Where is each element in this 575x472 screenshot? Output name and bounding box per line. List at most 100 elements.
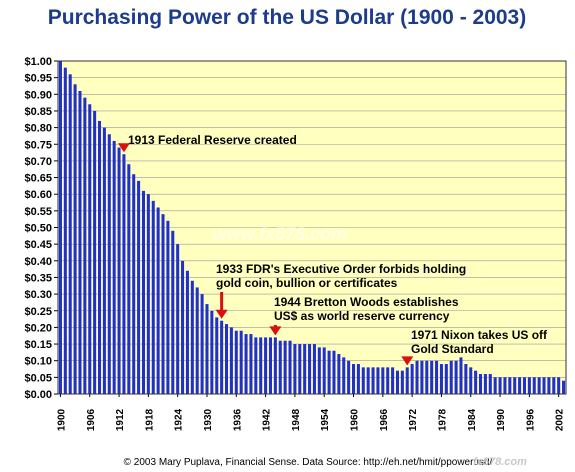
- y-tick-label: $0.65: [24, 173, 52, 185]
- bar: [449, 360, 453, 394]
- bar: [547, 377, 551, 394]
- y-tick-label: $0.55: [24, 206, 52, 218]
- bar: [73, 84, 77, 394]
- x-tick-label: 1924: [174, 408, 185, 431]
- y-tick-label: $0.70: [24, 156, 52, 168]
- bar: [488, 374, 492, 394]
- bar: [254, 337, 258, 394]
- x-tick-label: 1906: [86, 408, 97, 431]
- bar: [352, 364, 356, 394]
- bar: [317, 347, 321, 394]
- y-tick-label: $1.00: [24, 56, 52, 68]
- bar: [264, 337, 268, 394]
- bar: [376, 367, 380, 394]
- bar: [522, 377, 526, 394]
- bar: [210, 310, 214, 394]
- bar: [283, 340, 287, 394]
- annotation-text: 1944 Bretton Woods establishes: [274, 295, 459, 309]
- x-tick-label: 1948: [291, 408, 302, 431]
- bar: [469, 367, 473, 394]
- bar: [229, 327, 233, 394]
- bar: [347, 360, 351, 394]
- bars: [58, 61, 566, 394]
- bar: [220, 320, 224, 394]
- bar: [479, 374, 483, 394]
- x-tick-label: 1990: [496, 408, 507, 431]
- bar: [356, 364, 360, 394]
- bar: [366, 367, 370, 394]
- annotation-text: US$ as world reserve currency: [274, 309, 450, 323]
- annotations: 1913 Federal Reserve created 1933 FDR's E…: [117, 133, 548, 366]
- bar: [195, 287, 199, 394]
- annotation-arrowhead: [269, 326, 282, 336]
- watermark: www.fx578.com: [213, 224, 347, 244]
- bar: [112, 140, 116, 394]
- bar: [273, 337, 277, 394]
- y-tick-label: $0.95: [24, 73, 52, 85]
- bar: [190, 280, 194, 394]
- bar: [498, 377, 502, 394]
- bar: [337, 354, 341, 394]
- bar: [268, 337, 272, 394]
- bar: [459, 357, 463, 394]
- x-tick-label: 2002: [555, 408, 566, 431]
- bar: [146, 194, 150, 394]
- annotation-text: 1933 FDR's Executive Order forbids holdi…: [216, 262, 466, 276]
- annotation-text: gold coin, bullion or certificates: [216, 276, 398, 290]
- bar: [102, 127, 106, 394]
- bar: [298, 344, 302, 394]
- x-tick-label: 1936: [232, 408, 243, 431]
- bar: [107, 134, 111, 394]
- bar: [171, 230, 175, 394]
- bar: [141, 190, 145, 394]
- bar: [156, 207, 160, 394]
- x-tick-label: 1954: [320, 408, 331, 431]
- y-tick-label: $0.15: [24, 339, 52, 351]
- bar: [464, 364, 468, 394]
- bar: [117, 147, 121, 394]
- bar: [161, 214, 165, 394]
- x-tick-label: 1978: [437, 408, 448, 431]
- bar: [181, 260, 185, 394]
- bar: [474, 370, 478, 394]
- bar: [259, 337, 263, 394]
- bar: [493, 377, 497, 394]
- bar: [483, 374, 487, 394]
- bar: [88, 104, 92, 394]
- y-tick-label: $0.50: [24, 223, 52, 235]
- bar: [435, 360, 439, 394]
- y-tick-label: $0.10: [24, 356, 52, 368]
- bar: [244, 334, 248, 394]
- y-axis: $1.00 $0.95 $0.90 $0.85 $0.80 $0.75 $0.70 $0.65…: [24, 56, 58, 401]
- bar: [537, 377, 541, 394]
- annotation-text: Gold Standard: [411, 342, 494, 356]
- x-tick-label: 1942: [262, 408, 273, 431]
- bar: [239, 330, 243, 394]
- x-tick-label: 1912: [115, 408, 126, 431]
- footer-watermark: fx578.com: [473, 456, 527, 468]
- annotation-text: 1913 Federal Reserve created: [128, 133, 297, 147]
- bar: [63, 67, 67, 394]
- bar: [327, 350, 331, 394]
- annotation-arrowhead: [117, 143, 130, 153]
- bar: [127, 164, 131, 394]
- bar: [415, 360, 419, 394]
- bar: [400, 370, 404, 394]
- bar: [122, 154, 126, 394]
- bar: [439, 364, 443, 394]
- bar: [166, 220, 170, 394]
- bar: [137, 180, 141, 394]
- bar: [361, 367, 365, 394]
- x-tick-label: 1930: [203, 408, 214, 431]
- y-tick-label: $0.40: [24, 256, 52, 268]
- bar: [420, 360, 424, 394]
- bar: [98, 120, 102, 394]
- x-tick-label: 1972: [408, 408, 419, 431]
- x-tick-label: 1900: [56, 408, 67, 431]
- bar: [288, 340, 292, 394]
- bar: [132, 174, 136, 394]
- annotation-arrowhead: [215, 309, 228, 319]
- y-tick-label: $0.05: [24, 372, 52, 384]
- bar: [391, 367, 395, 394]
- bar: [83, 97, 87, 394]
